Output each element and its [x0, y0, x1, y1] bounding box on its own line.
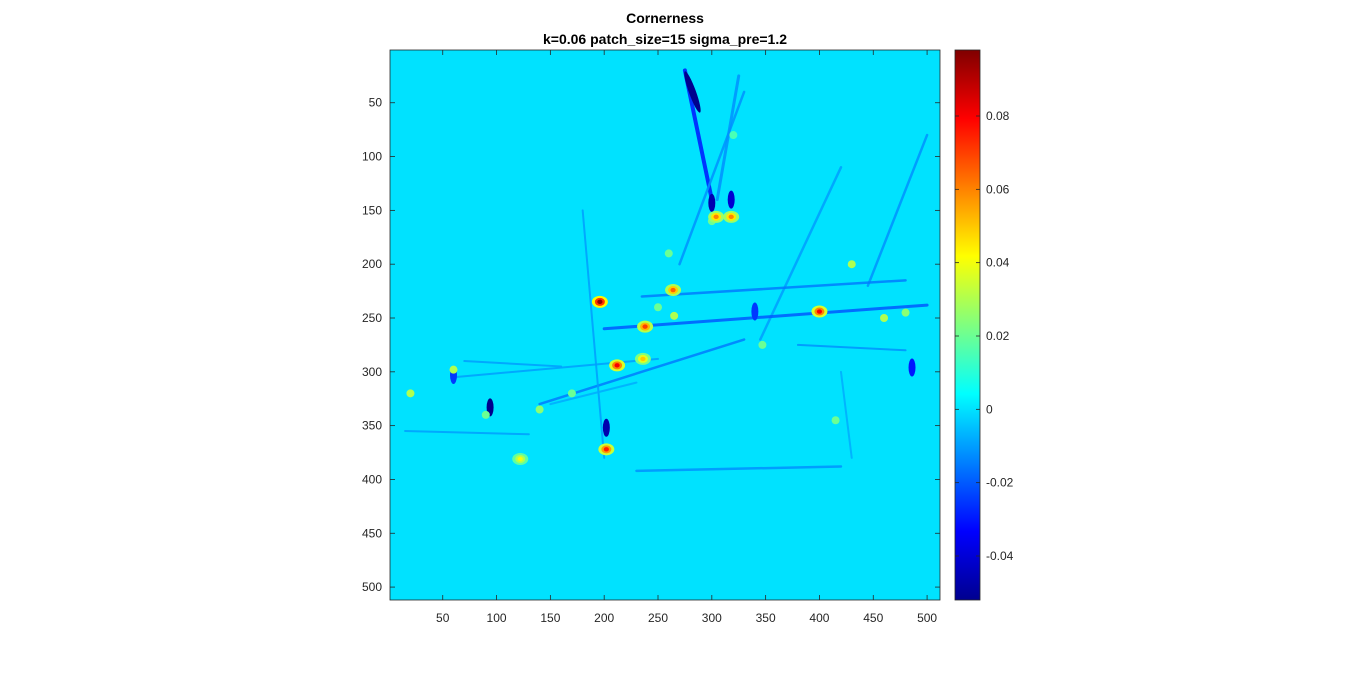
peak-layer — [406, 71, 916, 466]
minor-peak-13 — [567, 389, 576, 398]
x-tick-label: 450 — [863, 611, 883, 625]
structure-edge-11 — [635, 465, 843, 473]
minor-peak-15 — [654, 303, 663, 312]
corner-peak-4 — [598, 443, 615, 456]
corner-peak-9 — [634, 352, 651, 365]
y-tick-label: 50 — [369, 96, 383, 110]
corner-peak-core — [713, 214, 719, 220]
y-tick-label: 350 — [362, 419, 382, 433]
structure-edge-9 — [452, 357, 660, 379]
negative-feature-2 — [708, 193, 716, 212]
colorbar-tick-label: -0.04 — [986, 549, 1014, 563]
corner-peak-1 — [591, 295, 608, 308]
corner-peak-10 — [512, 453, 529, 466]
corner-peak-core — [728, 214, 734, 220]
corner-peak-core — [816, 309, 823, 314]
y-tick-label: 300 — [362, 365, 382, 379]
minor-peak-5 — [758, 340, 767, 349]
x-tick-label: 400 — [809, 611, 829, 625]
colorbar-tick-label: 0 — [986, 402, 993, 416]
corner-peak-7 — [708, 210, 725, 223]
structure-edge-14 — [796, 343, 907, 352]
x-axis: 50 100 150 200 250 300 350 400 450 500 — [436, 50, 937, 625]
negative-feature-3 — [727, 190, 735, 209]
colorbar-ticks: -0.04 -0.02 0 0.02 0.04 0.06 0.08 — [955, 109, 1014, 563]
colorbar-tick-label: 0.02 — [986, 329, 1010, 343]
minor-peak-12 — [729, 131, 738, 140]
y-tick-label: 400 — [362, 472, 382, 486]
x-tick-label: 100 — [487, 611, 507, 625]
structure-edge-12 — [581, 209, 606, 459]
corner-peak-2 — [609, 359, 626, 372]
corner-peak-core — [642, 324, 648, 329]
structure-edge-7 — [602, 303, 929, 331]
structure-edge-15 — [839, 370, 853, 459]
structure-edge-16 — [549, 381, 638, 406]
y-tick-label: 200 — [362, 257, 382, 271]
plot-frame — [389, 49, 941, 601]
corner-peak-6 — [665, 284, 682, 297]
corner-peak-core — [597, 299, 603, 305]
colorbar-tick-label: 0.04 — [986, 256, 1010, 270]
minor-peak-11 — [664, 249, 673, 258]
y-tick-label: 250 — [362, 311, 382, 325]
structure-edge-5 — [866, 133, 929, 287]
x-tick-label: 500 — [917, 611, 937, 625]
x-tick-label: 150 — [540, 611, 560, 625]
minor-peak-7 — [880, 314, 889, 323]
chart-title: Cornerness — [626, 10, 704, 26]
corner-peak-5 — [637, 320, 654, 333]
colorbar: -0.04 -0.02 0 0.02 0.04 0.06 0.08 — [954, 49, 1014, 601]
minor-peak-3 — [535, 405, 544, 414]
minor-peak-10 — [831, 416, 840, 425]
minor-peak-2 — [449, 365, 458, 374]
structure-edge-10 — [404, 430, 530, 436]
negative-feature-1 — [684, 71, 701, 113]
structure-edge-6 — [640, 279, 907, 298]
corner-peak-core — [614, 363, 620, 368]
heatmap-plot-area — [389, 49, 941, 601]
x-tick-label: 50 — [436, 611, 450, 625]
corner-peak-3 — [811, 305, 828, 318]
y-axis: 50 100 150 200 250 300 350 400 450 500 — [362, 96, 940, 594]
corner-peak-core — [640, 356, 646, 362]
minor-peak-1 — [406, 389, 415, 398]
y-tick-label: 500 — [362, 580, 382, 594]
corner-peak-core — [603, 447, 609, 452]
minor-peak-9 — [847, 260, 856, 269]
x-tick-label: 300 — [702, 611, 722, 625]
x-tick-label: 200 — [594, 611, 614, 625]
structure-edge-13 — [463, 360, 563, 368]
x-tick-label: 350 — [756, 611, 776, 625]
corner-peak-8 — [723, 210, 740, 223]
chart-subtitle: k=0.06 patch_size=15 sigma_pre=1.2 — [543, 31, 787, 47]
colorbar-tick-label: -0.02 — [986, 476, 1014, 490]
corner-peak-core — [670, 287, 676, 293]
minor-peak-8 — [901, 308, 910, 317]
structure-edge-4 — [759, 166, 843, 341]
colorbar-tick-label: 0.06 — [986, 182, 1010, 196]
x-tick-label: 250 — [648, 611, 668, 625]
colorbar-tick-label: 0.08 — [986, 109, 1010, 123]
colorbar-gradient — [954, 49, 981, 601]
minor-peak-14 — [481, 410, 490, 419]
y-tick-label: 100 — [362, 150, 382, 164]
minor-peak-4 — [670, 311, 679, 320]
y-tick-label: 150 — [362, 203, 382, 217]
negative-feature-5 — [602, 418, 610, 437]
negative-feature-8 — [751, 302, 759, 321]
y-tick-label: 450 — [362, 526, 382, 540]
negative-feature-6 — [908, 358, 916, 377]
structure-edge-3 — [678, 90, 746, 266]
corner-peak-core — [517, 456, 523, 462]
